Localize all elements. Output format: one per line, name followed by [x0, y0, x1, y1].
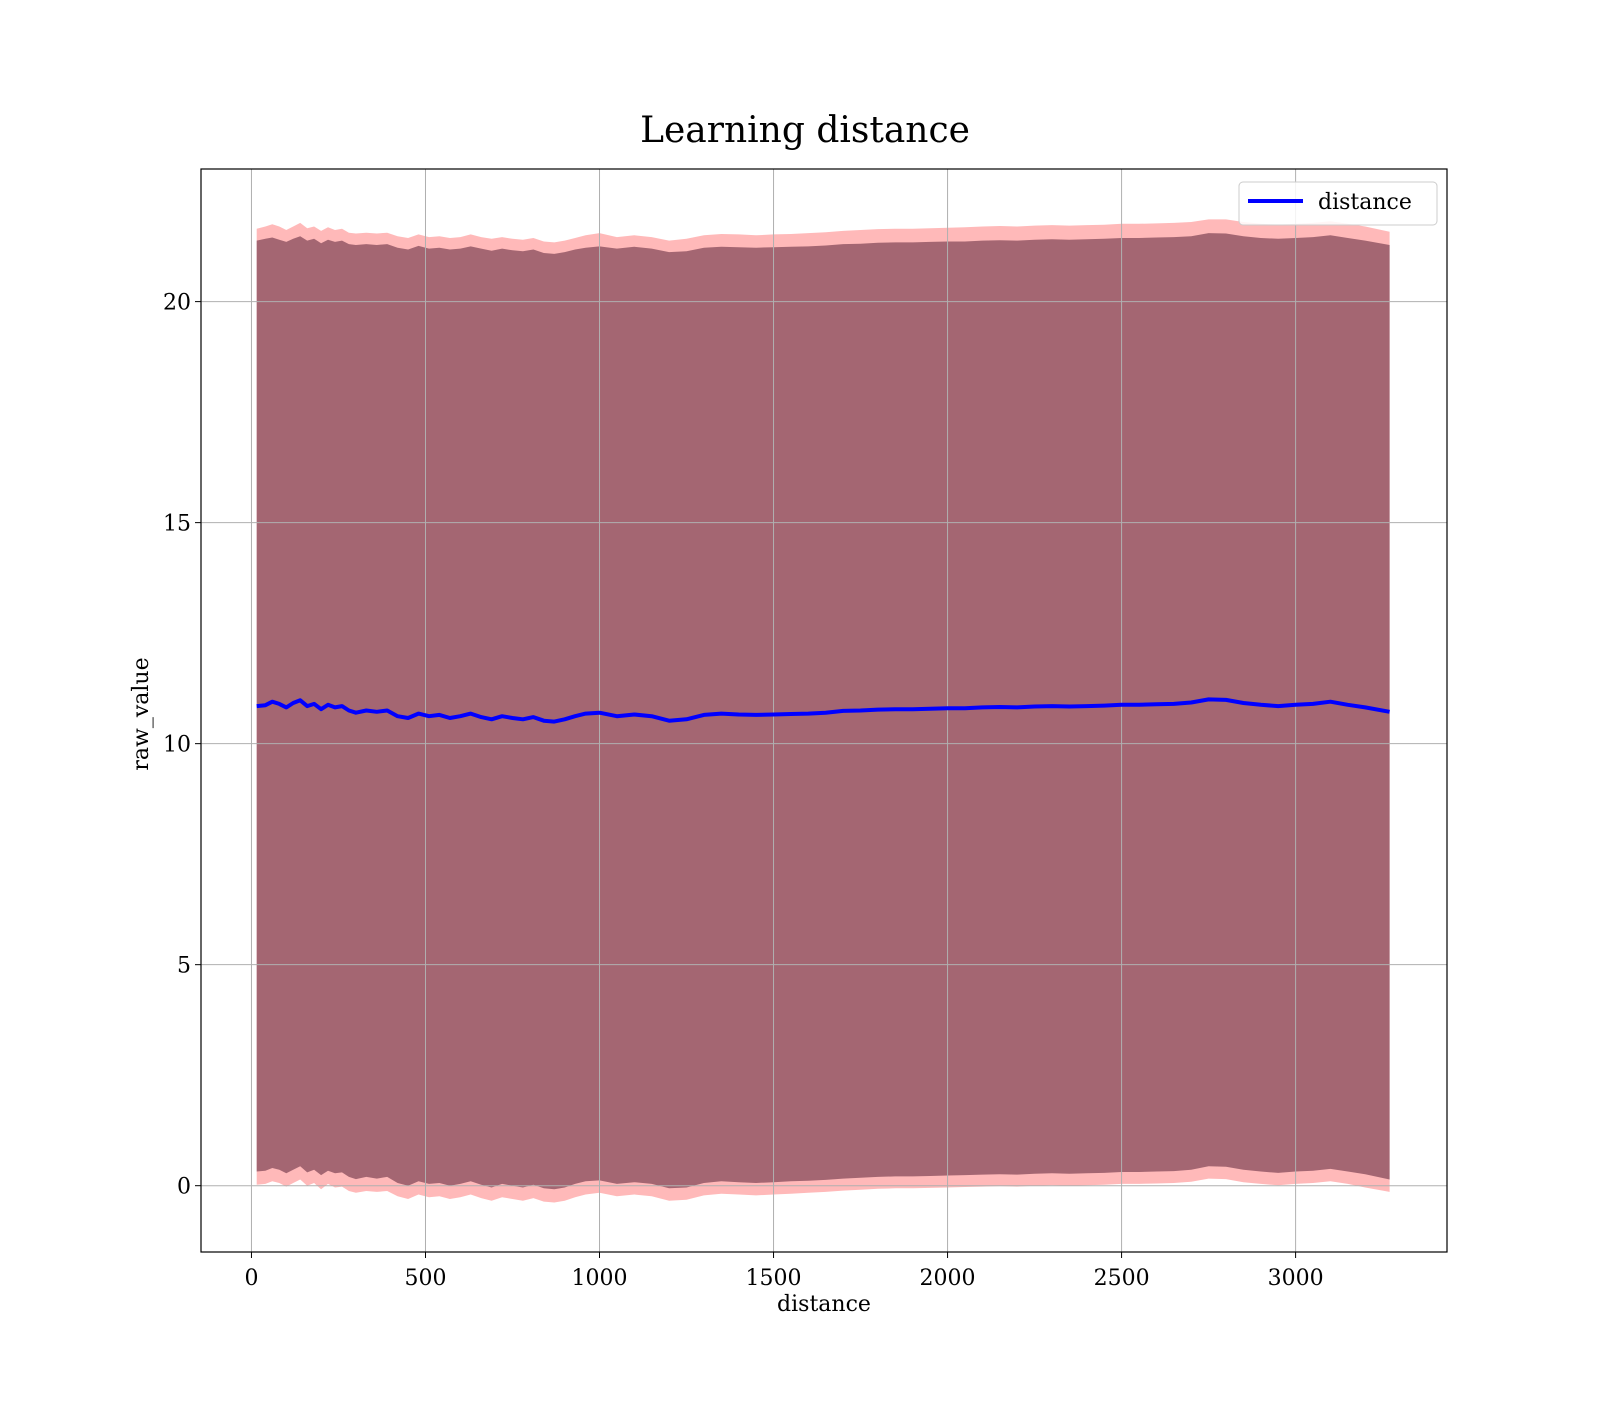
- y-tick-label: 10: [163, 733, 191, 758]
- x-tick-label: 0: [244, 1266, 258, 1291]
- x-tick-label: 1000: [572, 1266, 628, 1291]
- plot-area: 0 500 1000 1500 2000 2500 3000 0 5 10 15 20: [163, 168, 1448, 1291]
- chart-title: Learning distance: [640, 110, 970, 151]
- x-tick-label: 1500: [746, 1266, 802, 1291]
- x-tick-label: 500: [404, 1266, 446, 1291]
- y-tick-label: 20: [163, 291, 191, 316]
- y-tick-label: 0: [177, 1175, 191, 1200]
- x-axis-label: distance: [777, 1292, 871, 1317]
- y-axis-label: raw_value: [129, 657, 154, 770]
- x-tick-label: 2500: [1094, 1266, 1150, 1291]
- legend: distance: [1238, 181, 1438, 226]
- y-tick-label: 5: [177, 954, 191, 979]
- plot-frame: [200, 168, 1448, 1253]
- x-tick-label: 3000: [1268, 1266, 1324, 1291]
- x-tick-label: 2000: [920, 1266, 976, 1291]
- legend-box: [1238, 181, 1438, 226]
- legend-label: distance: [1318, 190, 1412, 215]
- series-line-distance: [256, 697, 1390, 724]
- y-tick-label: 15: [163, 512, 191, 537]
